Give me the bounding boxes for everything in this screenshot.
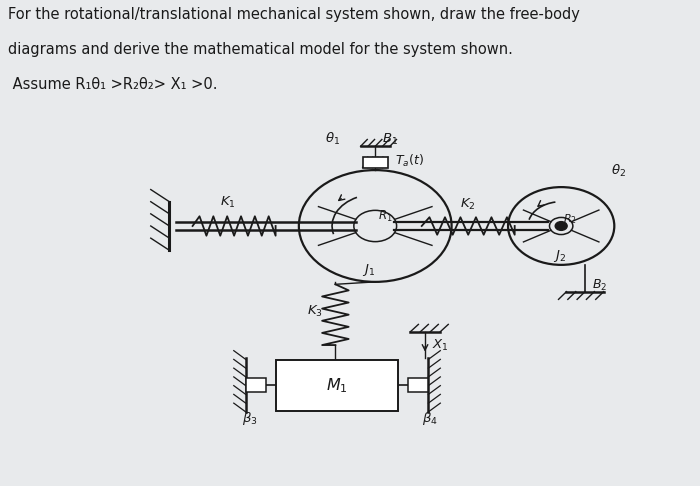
Bar <box>276 360 398 411</box>
Text: $K_3$: $K_3$ <box>307 304 323 319</box>
Text: $R_1$: $R_1$ <box>378 209 393 224</box>
Bar <box>363 157 388 168</box>
Text: $\beta_3$: $\beta_3$ <box>242 410 258 427</box>
Text: $B_1$: $B_1$ <box>382 132 398 147</box>
Text: $B_2$: $B_2$ <box>592 278 607 293</box>
Text: $T_a(t)$: $T_a(t)$ <box>395 153 424 169</box>
Text: $\theta_2$: $\theta_2$ <box>611 163 626 179</box>
Text: diagrams and derive the mathematical model for the system shown.: diagrams and derive the mathematical mod… <box>8 42 513 57</box>
Text: For the rotational/translational mechanical system shown, draw the free-body: For the rotational/translational mechani… <box>8 7 580 22</box>
Circle shape <box>555 222 567 230</box>
Bar <box>408 378 428 393</box>
Text: $K_1$: $K_1$ <box>220 194 235 209</box>
Text: $J_1$: $J_1$ <box>362 262 375 278</box>
Text: Assume R₁θ₁ >R₂θ₂> X₁ >0.: Assume R₁θ₁ >R₂θ₂> X₁ >0. <box>8 77 218 92</box>
Text: $R_2$: $R_2$ <box>563 212 576 226</box>
Bar <box>246 378 265 393</box>
Text: $\beta_4$: $\beta_4$ <box>421 410 438 427</box>
Text: $X_1$: $X_1$ <box>432 338 448 353</box>
Text: $J_2$: $J_2$ <box>553 248 566 264</box>
Text: $M_1$: $M_1$ <box>326 376 348 395</box>
Text: $\theta_1$: $\theta_1$ <box>326 131 340 147</box>
Text: $K_2$: $K_2$ <box>461 196 476 211</box>
